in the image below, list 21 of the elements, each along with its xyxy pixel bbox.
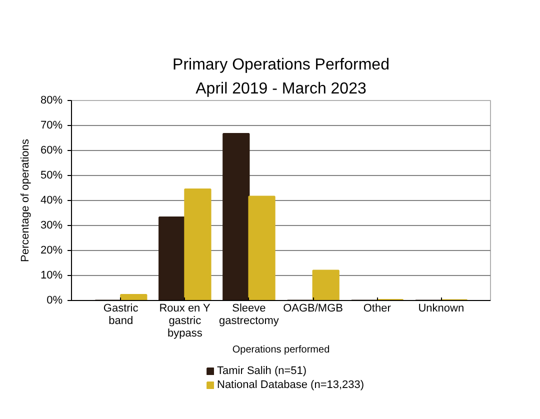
x-tick-label: Gastric band [103,302,139,328]
y-tick-label: 40% [40,194,63,206]
legend-label: National Database (n=13,233) [217,378,364,392]
chart-title: Primary Operations Performed [172,56,390,74]
legend-label: Tamir Salih (n=51) [217,364,307,378]
x-axis-title: Operations performed [232,344,330,356]
y-axis-title: Percentage of operations [19,138,32,262]
y-tick-label: 70% [40,120,63,132]
chart-subtitle: April 2019 - March 2023 [196,80,366,98]
x-tick-label: Unknown [418,302,464,314]
x-tick-label: Other [363,302,392,314]
y-tick-label: 80% [40,94,63,106]
y-tick-label: 30% [40,220,63,232]
x-tick-label: OAGB/MGB [283,302,343,314]
y-tick-label: 60% [40,144,63,156]
x-tick-label: Roux en Y gastric bypass [159,302,212,340]
y-tick-label: 50% [40,170,63,182]
y-tick-label: 20% [40,244,63,256]
y-tick-label: 0% [46,294,63,306]
y-tick-label: 10% [40,270,63,282]
x-tick-label: Sleeve gastrectomy [219,302,280,328]
